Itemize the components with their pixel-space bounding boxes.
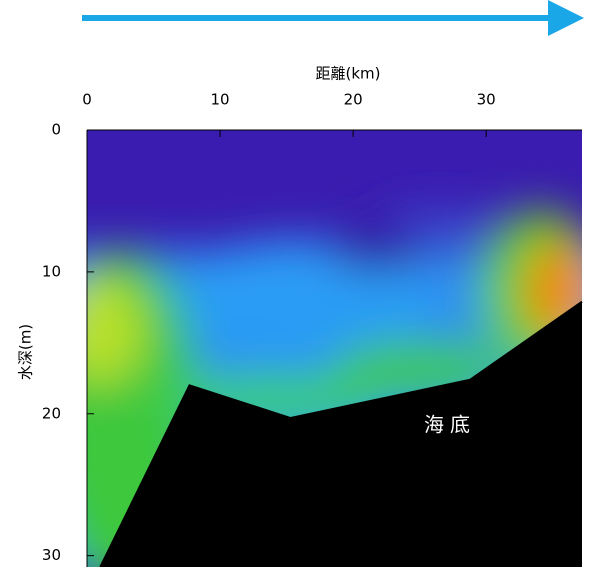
seafloor-line [99, 300, 583, 567]
x-tick-label: 30 [477, 91, 496, 109]
x-tick-label: 20 [344, 91, 363, 109]
y-tick-label: 30 [42, 546, 61, 564]
seafloor-fill [100, 301, 582, 567]
x-axis-label: 距離(km) [315, 65, 380, 83]
y-tick-label: 0 [51, 121, 61, 139]
x-tick-label: 0 [82, 91, 92, 109]
y-tick-label: 20 [42, 404, 61, 422]
y-axis-label: 水深(m) [17, 324, 35, 380]
y-tick-label: 10 [42, 262, 61, 280]
x-tick-label: 10 [211, 91, 230, 109]
annotation: 海底 [424, 413, 476, 437]
